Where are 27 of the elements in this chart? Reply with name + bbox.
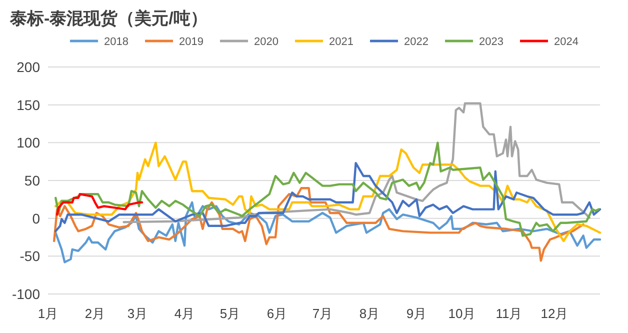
x-tick-label: 2月 bbox=[84, 306, 106, 321]
legend-label: 2022 bbox=[404, 36, 428, 48]
x-tick-label: 7月 bbox=[312, 306, 333, 321]
y-tick-label: 100 bbox=[16, 134, 40, 151]
x-tick-label: 11月 bbox=[496, 306, 522, 321]
x-tick-label: 10月 bbox=[448, 306, 476, 321]
y-tick-label: 50 bbox=[24, 172, 40, 188]
x-tick-label: 12月 bbox=[540, 306, 568, 321]
y-tick-label: 200 bbox=[16, 59, 40, 75]
y-tick-label: -100 bbox=[12, 286, 40, 302]
legend-label: 2019 bbox=[179, 36, 204, 48]
legend-label: 2024 bbox=[554, 36, 578, 48]
x-tick-label: 5月 bbox=[220, 306, 240, 321]
x-tick-label: 3月 bbox=[127, 306, 148, 321]
x-tick-label: 4月 bbox=[174, 306, 195, 321]
x-tick-label: 1月 bbox=[38, 306, 58, 321]
x-tick-label: 8月 bbox=[359, 306, 380, 321]
legend-label: 2018 bbox=[104, 36, 128, 48]
chart-title: 泰标-泰混现货（美元/吨） bbox=[9, 9, 208, 28]
legend-label: 2023 bbox=[479, 36, 504, 48]
x-tick-label: 6月 bbox=[266, 306, 288, 321]
y-tick-label: 0 bbox=[32, 210, 40, 226]
y-tick-label: -50 bbox=[20, 248, 40, 264]
legend-label: 2021 bbox=[329, 36, 354, 48]
x-tick-label: 9月 bbox=[406, 306, 427, 321]
y-tick-label: 150 bbox=[16, 96, 40, 113]
legend-label: 2020 bbox=[254, 36, 278, 48]
